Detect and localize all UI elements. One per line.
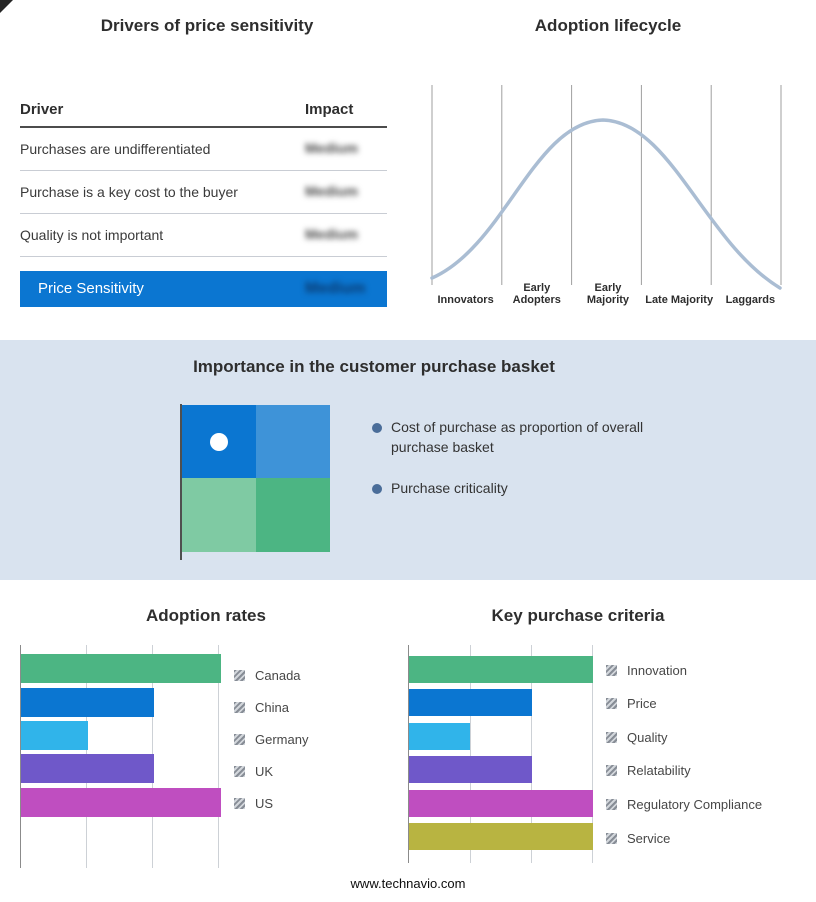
legend-label: Germany (255, 731, 309, 747)
key-purchase-criteria-title: Key purchase criteria (491, 606, 665, 625)
purchase-basket-band (0, 340, 816, 580)
stage-label-early-majority: Early Majority (586, 282, 630, 306)
bar-service (409, 823, 593, 850)
legend-item-china: China (234, 697, 289, 717)
impact-value: Medium (305, 140, 358, 156)
driver-cell: Quality is not important (20, 227, 164, 243)
legend-item-relatability: Relatability (606, 760, 691, 780)
legend-item-price: Price (606, 693, 657, 713)
website-url: www.technavio.com (350, 876, 466, 891)
adoption-curve (430, 118, 782, 290)
legend-item-us: US (234, 793, 273, 813)
legend-label: Price (627, 695, 657, 711)
bullet-icon (372, 423, 382, 433)
gridline (592, 645, 593, 863)
bar-innovation (409, 656, 593, 683)
legend-item-regulatory-compliance: Regulatory Compliance (606, 794, 762, 814)
legend-item-canada: Canada (234, 665, 301, 685)
lifecycle-gridlines (431, 85, 782, 285)
key-purchase-criteria-chart (408, 645, 598, 863)
stage-label-innovators: Innovators (437, 293, 494, 306)
legend-swatch (606, 764, 617, 776)
legend-label: Innovation (627, 662, 687, 678)
bullet-text: Purchase criticality (391, 480, 508, 496)
legend-swatch (234, 733, 245, 745)
gridline (218, 645, 219, 868)
legend-swatch (234, 669, 245, 681)
basket-axis-line (180, 404, 182, 560)
bar-price (409, 689, 532, 716)
lifecycle-chart (430, 85, 782, 290)
legend-swatch (606, 798, 617, 810)
legend-item-uk: UK (234, 761, 273, 781)
bar-regulatory-compliance (409, 790, 593, 817)
stage-label-laggards: Laggards (725, 293, 776, 306)
bullet-icon (372, 484, 382, 494)
lifecycle-stage-labels: Innovators Early Adopters Early Majority… (430, 270, 786, 306)
bar-canada (21, 654, 221, 683)
legend-swatch (606, 664, 617, 676)
price-sensitivity-row: Price Sensitivity Medium (20, 271, 387, 307)
position-dot (210, 432, 228, 451)
legend-swatch (234, 701, 245, 713)
price-sensitivity-label: Price Sensitivity (38, 280, 144, 297)
adoption-rates-title: Adoption rates (146, 606, 266, 625)
bar-uk (21, 754, 154, 783)
legend-label: US (255, 795, 274, 811)
legend-swatch (606, 832, 617, 844)
legend-swatch (606, 731, 617, 743)
impact-value: Medium (305, 183, 358, 199)
gridline (470, 645, 471, 863)
driver-cell: Purchases are undifferentiated (20, 141, 211, 157)
lifecycle-title: Adoption lifecycle (534, 16, 682, 35)
gridline (531, 645, 532, 863)
stage-label-early-adopters: Early Adopters (512, 282, 561, 306)
bullet-item: Cost of purchase as proportion of overal… (372, 418, 657, 457)
driver-row: Quality is not important Medium (20, 214, 387, 257)
quadrant-bottom-right (256, 478, 330, 552)
legend-item-quality: Quality (606, 727, 667, 747)
bar-us (21, 788, 221, 817)
legend-label: Quality (627, 729, 668, 745)
legend-swatch (606, 697, 617, 709)
legend-label: China (255, 699, 289, 715)
legend-item-innovation: Innovation (606, 660, 687, 680)
quadrant-bottom-left (182, 478, 256, 552)
legend-swatch (234, 797, 245, 809)
purchase-basket-quadrant (182, 405, 330, 552)
drivers-table-header: Driver Impact (20, 92, 387, 128)
legend-label: UK (255, 763, 274, 779)
impact-value: Medium (305, 226, 358, 242)
impact-column-header: Impact (305, 101, 354, 118)
bullet-item: Purchase criticality (372, 479, 657, 499)
quadrant-top-left (182, 405, 256, 478)
legend-label: Regulatory Compliance (627, 796, 763, 812)
drivers-panel-title: Drivers of price sensitivity (100, 16, 314, 35)
bar-relatability (409, 756, 532, 783)
driver-row: Purchases are undifferentiated Medium (20, 128, 387, 171)
basket-title: Importance in the customer purchase bask… (193, 357, 555, 376)
bar-germany (21, 721, 88, 750)
driver-row: Purchase is a key cost to the buyer Medi… (20, 171, 387, 214)
quadrant-top-right (256, 405, 330, 478)
legend-swatch (234, 765, 245, 777)
legend-label: Service (627, 830, 671, 846)
legend-label: Relatability (627, 762, 691, 778)
legend-label: Canada (255, 667, 301, 683)
driver-cell: Purchase is a key cost to the buyer (20, 184, 238, 200)
price-sensitivity-impact: Medium (305, 280, 366, 297)
corner-fold (0, 0, 13, 13)
bar-quality (409, 723, 471, 750)
bar-china (21, 688, 154, 717)
legend-item-service: Service (606, 828, 670, 848)
stage-label-late-majority: Late Majority (645, 293, 714, 306)
legend-item-germany: Germany (234, 729, 308, 749)
adoption-rates-chart (20, 645, 226, 868)
driver-column-header: Driver (20, 101, 64, 118)
bullet-text: Cost of purchase as proportion of overal… (391, 419, 644, 455)
